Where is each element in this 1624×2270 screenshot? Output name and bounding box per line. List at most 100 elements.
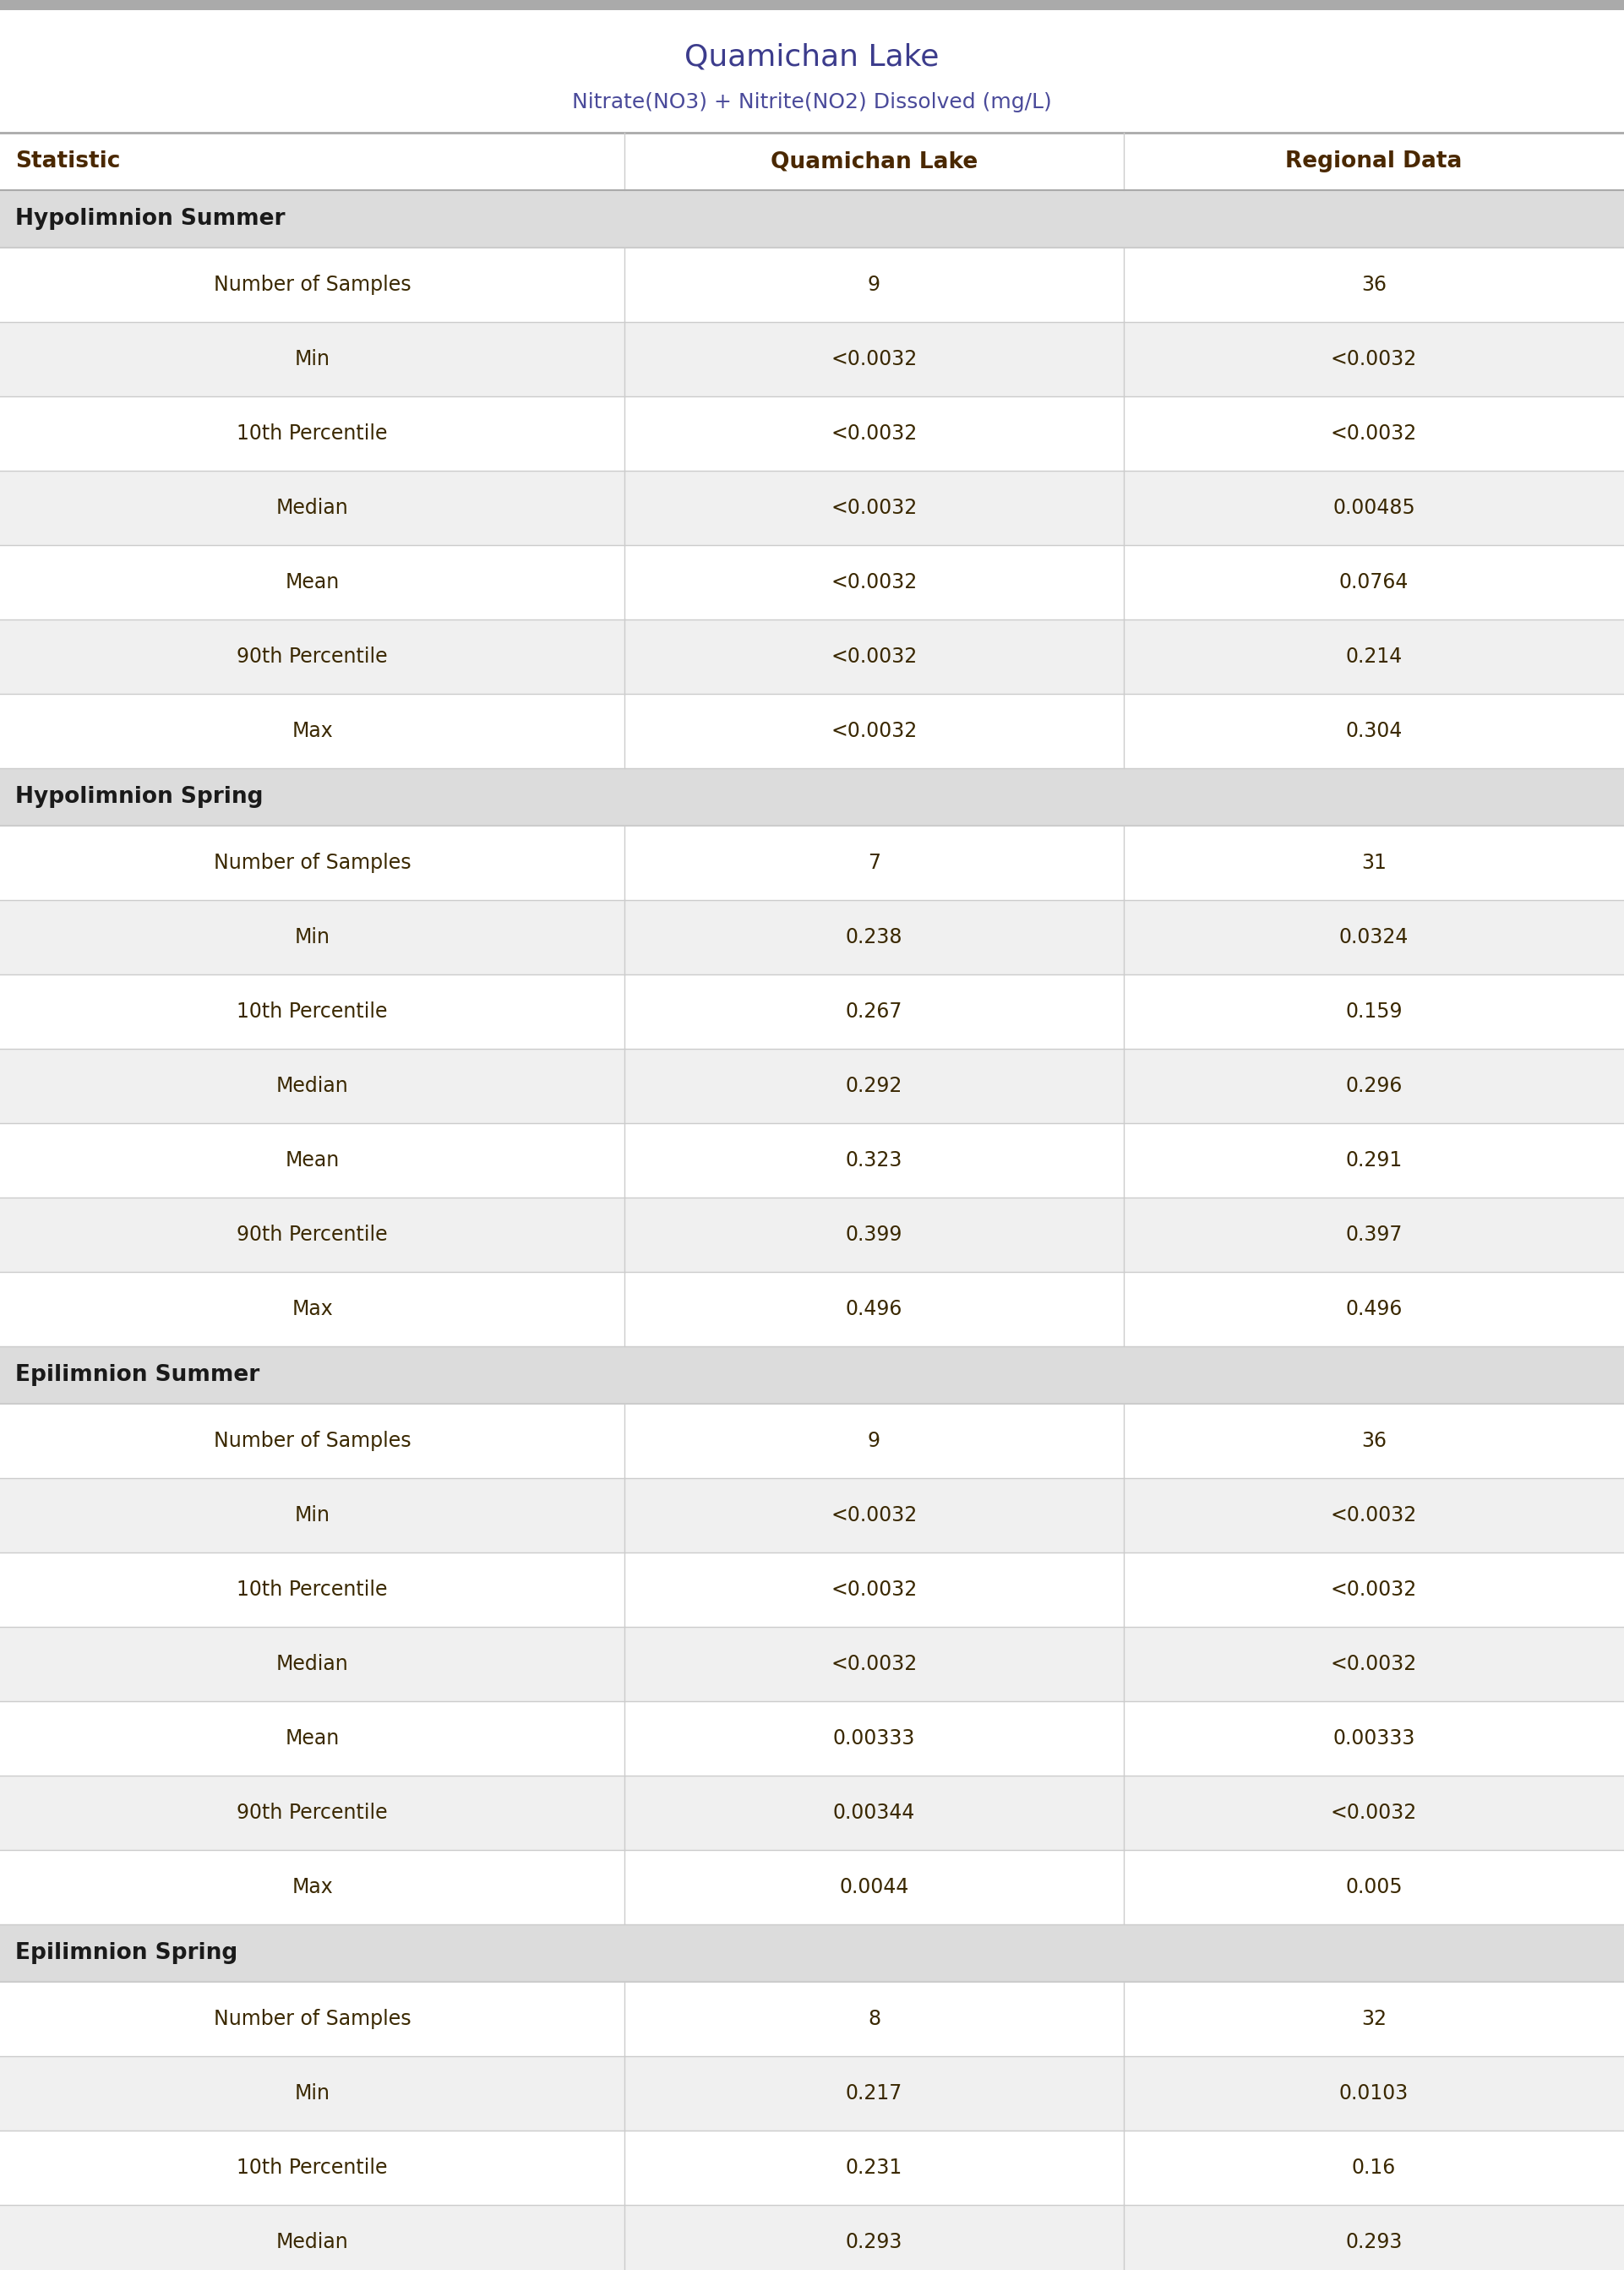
Bar	[0, 1478, 1624, 1553]
Bar	[0, 1553, 1624, 1628]
Text: 0.231: 0.231	[846, 2156, 903, 2177]
Text: Quamichan Lake: Quamichan Lake	[770, 150, 978, 173]
Bar	[0, 1775, 1624, 1850]
Bar	[0, 9, 1624, 132]
Bar	[0, 2204, 1624, 2270]
Text: Hypolimnion Spring: Hypolimnion Spring	[15, 785, 263, 808]
Text: 0.323: 0.323	[846, 1151, 903, 1171]
Text: Min: Min	[294, 2084, 330, 2104]
Text: 10th Percentile: 10th Percentile	[237, 1001, 388, 1022]
Text: 32: 32	[1361, 2009, 1387, 2029]
Bar	[0, 1982, 1624, 2057]
Text: 0.00333: 0.00333	[1333, 1727, 1415, 1748]
Text: <0.0032: <0.0032	[831, 572, 918, 592]
Text: Min: Min	[294, 1505, 330, 1525]
Text: 0.267: 0.267	[846, 1001, 903, 1022]
Text: 0.397: 0.397	[1345, 1224, 1403, 1244]
Text: Number of Samples: Number of Samples	[213, 854, 411, 874]
Bar	[0, 1271, 1624, 1346]
Text: 31: 31	[1361, 854, 1387, 874]
Text: 0.399: 0.399	[846, 1224, 903, 1244]
Text: 90th Percentile: 90th Percentile	[237, 647, 388, 667]
Text: <0.0032: <0.0032	[1330, 1580, 1418, 1600]
Text: Number of Samples: Number of Samples	[213, 1430, 411, 1451]
Bar	[0, 1049, 1624, 1124]
Bar	[0, 1199, 1624, 1271]
Text: 36: 36	[1361, 275, 1387, 295]
Text: <0.0032: <0.0032	[831, 497, 918, 518]
Bar	[0, 1700, 1624, 1775]
Bar	[0, 322, 1624, 397]
Text: 10th Percentile: 10th Percentile	[237, 424, 388, 443]
Text: <0.0032: <0.0032	[831, 1505, 918, 1525]
Text: 0.496: 0.496	[846, 1298, 903, 1319]
Text: <0.0032: <0.0032	[831, 1655, 918, 1675]
Text: 36: 36	[1361, 1430, 1387, 1451]
Text: 10th Percentile: 10th Percentile	[237, 2156, 388, 2177]
Text: Hypolimnion Summer: Hypolimnion Summer	[15, 209, 286, 229]
Text: Median: Median	[276, 497, 349, 518]
Text: 9: 9	[867, 275, 880, 295]
Bar	[0, 1850, 1624, 1925]
Text: 10th Percentile: 10th Percentile	[237, 1580, 388, 1600]
Text: 90th Percentile: 90th Percentile	[237, 1802, 388, 1823]
Bar	[0, 397, 1624, 470]
Text: <0.0032: <0.0032	[1330, 350, 1418, 370]
Bar	[0, 1925, 1624, 1982]
Text: 0.0103: 0.0103	[1340, 2084, 1408, 2104]
Bar	[0, 247, 1624, 322]
Text: 0.159: 0.159	[1345, 1001, 1403, 1022]
Text: <0.0032: <0.0032	[1330, 1505, 1418, 1525]
Text: <0.0032: <0.0032	[831, 647, 918, 667]
Bar	[0, 470, 1624, 545]
Bar	[0, 2132, 1624, 2204]
Bar	[0, 695, 1624, 767]
Text: <0.0032: <0.0032	[831, 1580, 918, 1600]
Text: 0.005: 0.005	[1345, 1877, 1403, 1898]
Bar	[0, 620, 1624, 695]
Text: Number of Samples: Number of Samples	[213, 2009, 411, 2029]
Text: 90th Percentile: 90th Percentile	[237, 1224, 388, 1244]
Text: 0.0044: 0.0044	[840, 1877, 909, 1898]
Text: <0.0032: <0.0032	[831, 424, 918, 443]
Text: 0.00333: 0.00333	[833, 1727, 916, 1748]
Bar	[0, 1628, 1624, 1700]
Bar	[0, 974, 1624, 1049]
Text: Min: Min	[294, 350, 330, 370]
Text: Max: Max	[292, 1877, 333, 1898]
Text: 0.291: 0.291	[1345, 1151, 1402, 1171]
Bar	[0, 1346, 1624, 1403]
Text: <0.0032: <0.0032	[1330, 1655, 1418, 1675]
Text: 0.238: 0.238	[846, 926, 903, 947]
Text: 0.0324: 0.0324	[1340, 926, 1408, 947]
Text: 0.293: 0.293	[1345, 2231, 1403, 2252]
Text: <0.0032: <0.0032	[1330, 1802, 1418, 1823]
Text: Max: Max	[292, 722, 333, 742]
Bar	[0, 132, 1624, 191]
Bar	[0, 1403, 1624, 1478]
Bar	[0, 826, 1624, 901]
Text: 0.292: 0.292	[846, 1076, 903, 1096]
Text: 7: 7	[867, 854, 880, 874]
Text: Quamichan Lake: Quamichan Lake	[685, 43, 939, 70]
Text: Max: Max	[292, 1298, 333, 1319]
Bar	[0, 0, 1624, 9]
Text: <0.0032: <0.0032	[831, 722, 918, 742]
Text: 0.304: 0.304	[1345, 722, 1403, 742]
Text: 0.0764: 0.0764	[1340, 572, 1408, 592]
Text: Median: Median	[276, 1076, 349, 1096]
Text: Mean: Mean	[286, 1151, 339, 1171]
Text: 9: 9	[867, 1430, 880, 1451]
Text: Nitrate(NO3) + Nitrite(NO2) Dissolved (mg/L): Nitrate(NO3) + Nitrite(NO2) Dissolved (m…	[572, 91, 1052, 111]
Text: <0.0032: <0.0032	[1330, 424, 1418, 443]
Bar	[0, 191, 1624, 247]
Text: 0.296: 0.296	[1345, 1076, 1403, 1096]
Text: 0.214: 0.214	[1345, 647, 1402, 667]
Bar	[0, 545, 1624, 620]
Bar	[0, 2057, 1624, 2132]
Text: 0.16: 0.16	[1351, 2156, 1397, 2177]
Bar	[0, 901, 1624, 974]
Text: Number of Samples: Number of Samples	[213, 275, 411, 295]
Text: 0.293: 0.293	[846, 2231, 903, 2252]
Text: 0.00485: 0.00485	[1333, 497, 1415, 518]
